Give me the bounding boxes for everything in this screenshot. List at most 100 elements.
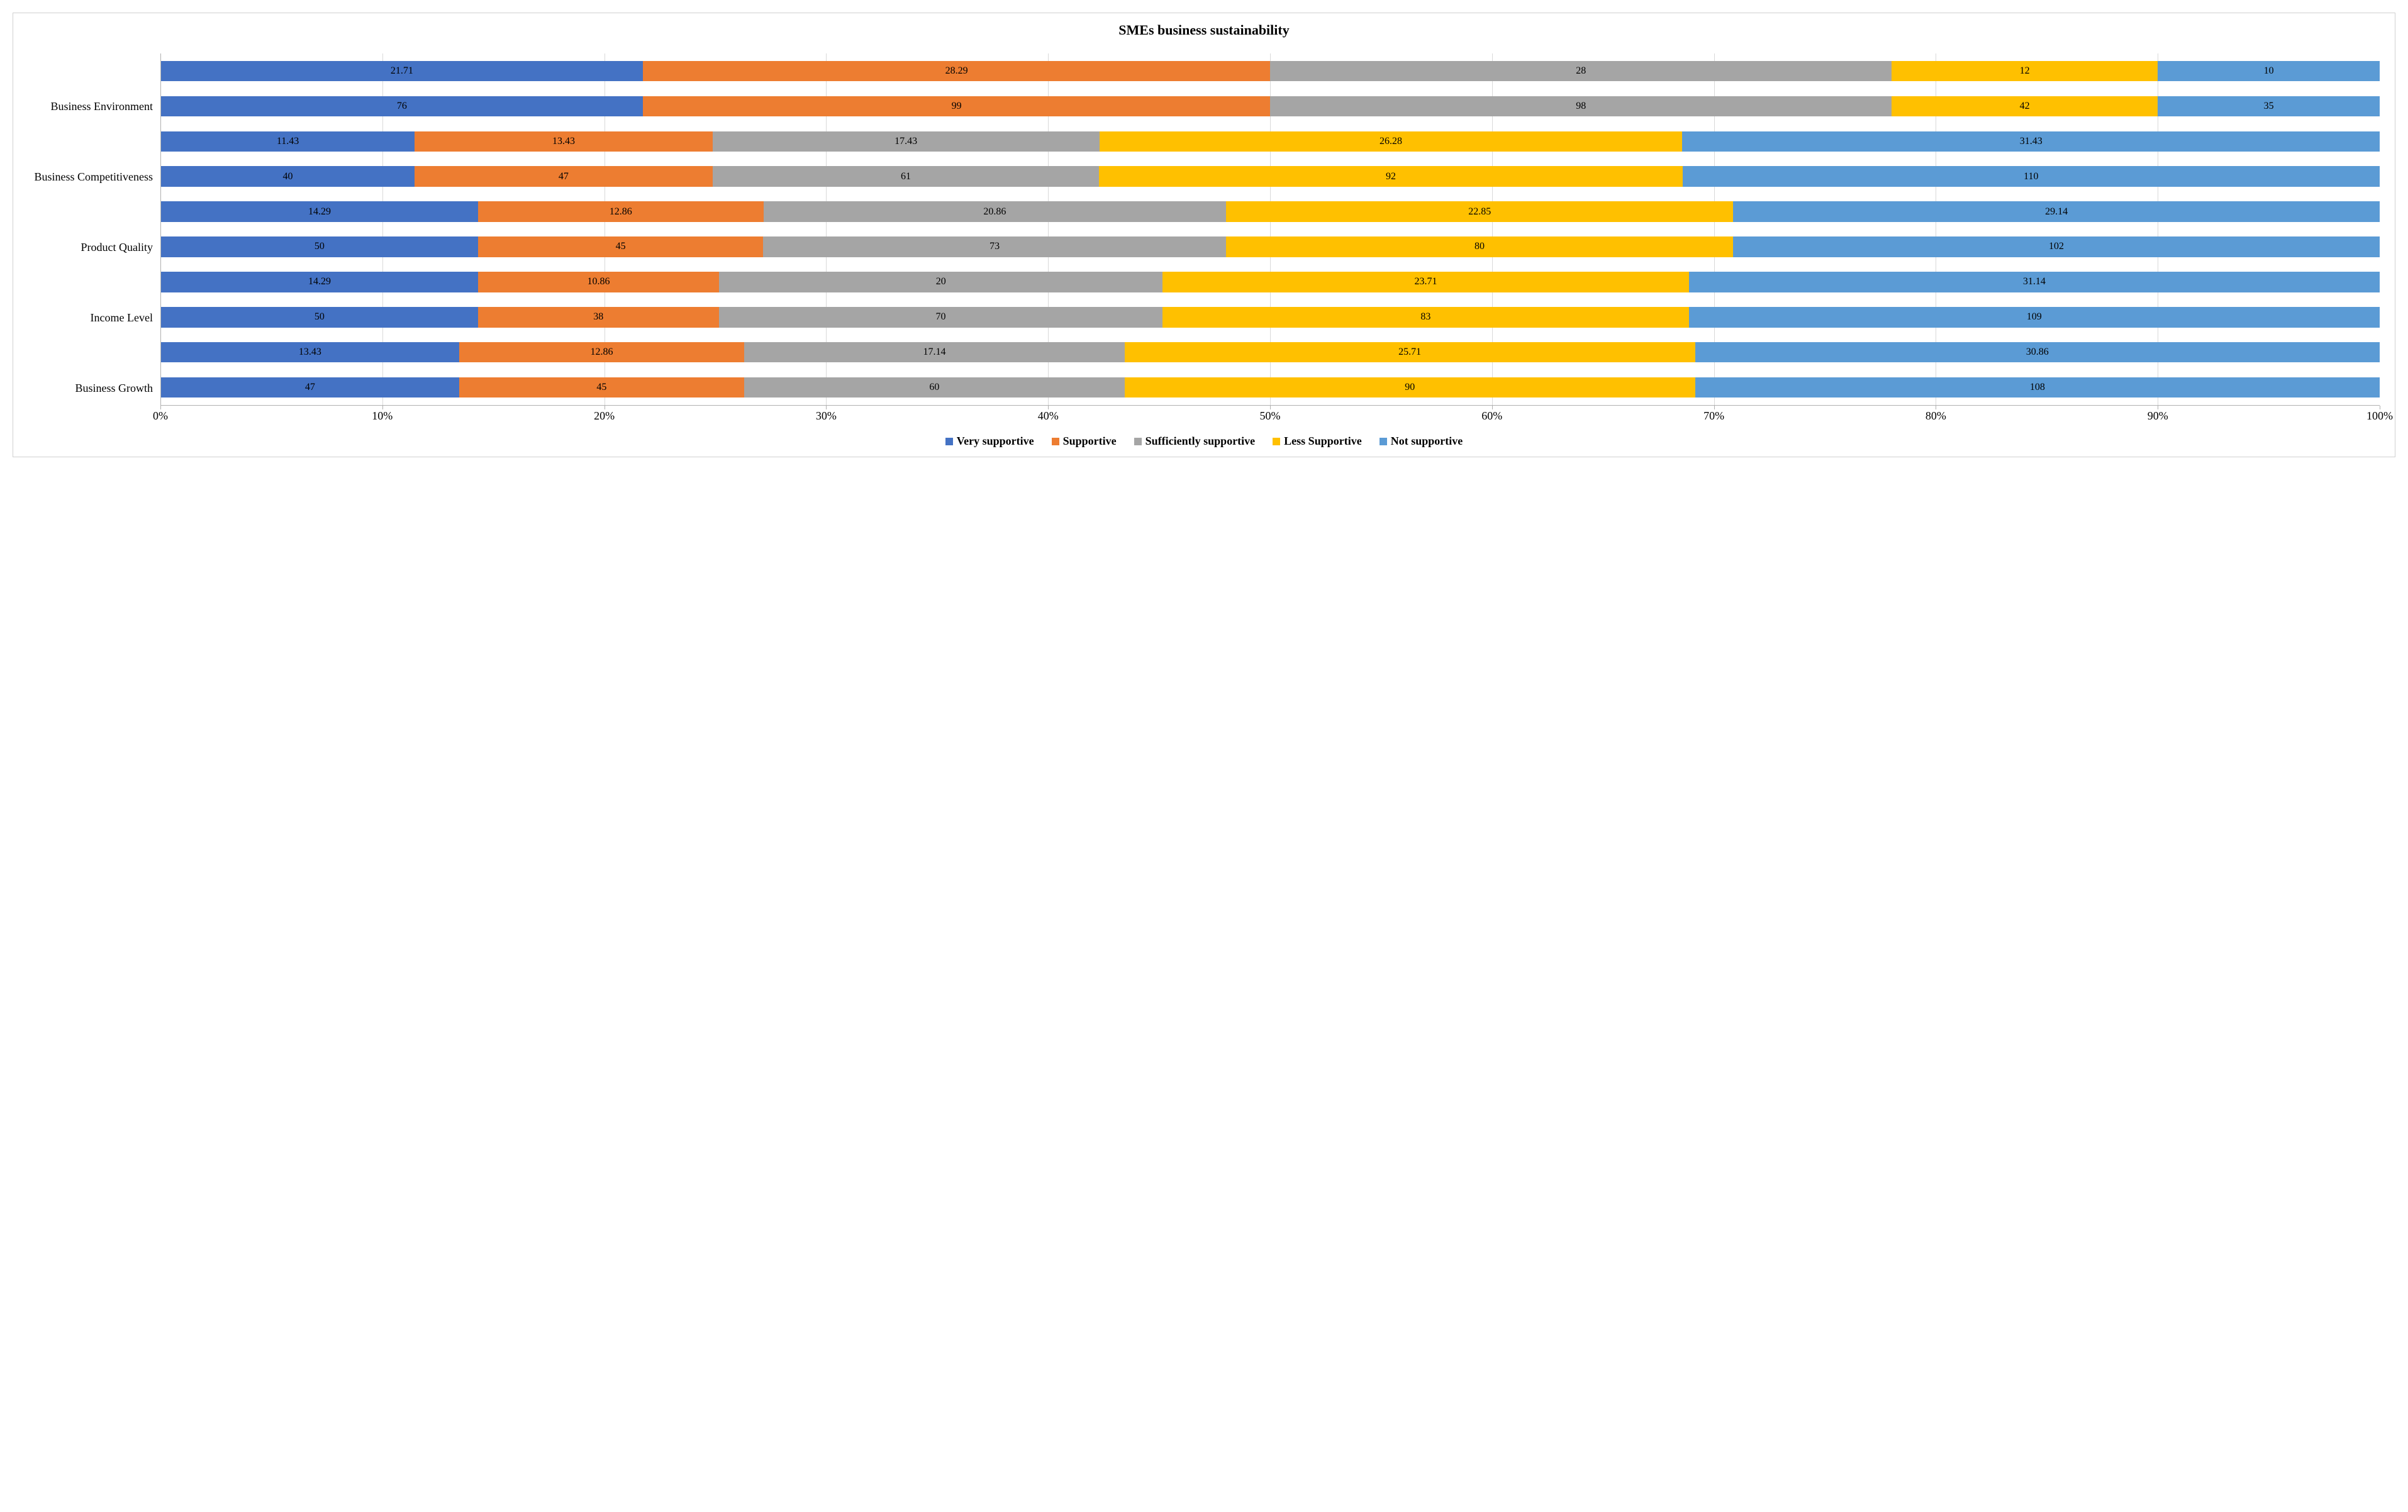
y-axis-label: Product Quality	[28, 230, 153, 265]
bar-segment-very: 21.71	[161, 61, 643, 81]
bar-segment-not: 29.14	[1733, 201, 2380, 221]
bar-segment-supp: 28.29	[643, 61, 1271, 81]
bar-segment-suff: 20	[719, 272, 1162, 292]
legend-label: Less Supportive	[1284, 435, 1362, 448]
bar-segment-less: 90	[1125, 377, 1695, 397]
legend-item-less: Less Supportive	[1273, 435, 1362, 448]
legend-item-suff: Sufficiently supportive	[1134, 435, 1256, 448]
x-tick-label: 90%	[2148, 409, 2168, 423]
bar-slot: 50457380102	[161, 230, 2380, 265]
legend-swatch-icon	[945, 438, 953, 445]
x-axis: 0%10%20%30%40%50%60%70%80%90%100%	[28, 409, 2380, 422]
y-axis-label	[28, 124, 153, 159]
bar-segment-very: 14.29	[161, 201, 478, 221]
stacked-bar: 11.4313.4317.4326.2831.43	[161, 131, 2380, 152]
bar-segment-supp: 12.86	[478, 201, 764, 221]
bar-segment-suff: 20.86	[764, 201, 1227, 221]
x-axis-ticks: 0%10%20%30%40%50%60%70%80%90%100%	[160, 409, 2380, 422]
bar-segment-less: 42	[1892, 96, 2158, 116]
bar-segment-not: 110	[1683, 166, 2380, 186]
bar-slot: 50387083109	[161, 299, 2380, 335]
bar-segment-suff: 28	[1270, 61, 1892, 81]
legend-item-very: Very supportive	[945, 435, 1034, 448]
legend-item-not: Not supportive	[1380, 435, 1463, 448]
x-tick-label: 50%	[1260, 409, 1281, 423]
bar-slot: 14.2912.8620.8622.8529.14	[161, 194, 2380, 230]
bar-slot: 14.2910.862023.7131.14	[161, 264, 2380, 299]
bar-segment-supp: 10.86	[478, 272, 719, 292]
bar-segment-suff: 17.14	[744, 342, 1125, 362]
bar-segment-less: 22.85	[1226, 201, 1733, 221]
bar-segment-supp: 47	[415, 166, 713, 186]
stacked-bar: 40476192110	[161, 166, 2380, 186]
x-tick-label: 20%	[594, 409, 615, 423]
y-axis-labels: Business Environment Business Competitive…	[28, 53, 160, 406]
bar-segment-less: 80	[1226, 236, 1733, 257]
bar-segment-very: 50	[161, 236, 478, 257]
x-tick-label: 60%	[1481, 409, 1502, 423]
bar-slot: 13.4312.8617.1425.7130.86	[161, 335, 2380, 370]
bar-segment-not: 102	[1733, 236, 2380, 257]
chart-container: SMEs business sustainability Business En…	[13, 13, 2395, 457]
legend-swatch-icon	[1380, 438, 1387, 445]
y-axis-label: Business Growth	[28, 370, 153, 406]
bar-segment-suff: 60	[744, 377, 1125, 397]
legend: Very supportive Supportive Sufficiently su…	[28, 435, 2380, 448]
x-tick-label: 10%	[372, 409, 393, 423]
bar-segment-less: 12	[1892, 61, 2158, 81]
x-tick-label: 30%	[816, 409, 837, 423]
bar-segment-supp: 38	[478, 307, 719, 327]
bar-segment-very: 11.43	[161, 131, 415, 152]
chart-title: SMEs business sustainability	[28, 22, 2380, 38]
legend-label: Not supportive	[1391, 435, 1463, 448]
stacked-bar: 14.2912.8620.8622.8529.14	[161, 201, 2380, 221]
y-axis-label: Business Environment	[28, 89, 153, 124]
stacked-bar: 7699984235	[161, 96, 2380, 116]
bar-segment-not: 35	[2158, 96, 2380, 116]
bar-segment-very: 14.29	[161, 272, 478, 292]
legend-item-supp: Supportive	[1052, 435, 1117, 448]
bar-segment-supp: 12.86	[459, 342, 745, 362]
bar-segment-supp: 13.43	[415, 131, 713, 152]
stacked-bar: 13.4312.8617.1425.7130.86	[161, 342, 2380, 362]
bar-segment-supp: 99	[643, 96, 1271, 116]
bar-segment-less: 23.71	[1162, 272, 1688, 292]
bar-segment-not: 31.43	[1682, 131, 2380, 152]
x-tick-label: 0%	[153, 409, 168, 423]
stacked-bar: 14.2910.862023.7131.14	[161, 272, 2380, 292]
bar-slot: 11.4313.4317.4326.2831.43	[161, 124, 2380, 159]
bar-segment-suff: 70	[719, 307, 1162, 327]
stacked-bar: 47456090108	[161, 377, 2380, 397]
legend-swatch-icon	[1052, 438, 1059, 445]
x-tick-label: 40%	[1038, 409, 1059, 423]
bar-segment-suff: 17.43	[713, 131, 1100, 152]
bar-segment-very: 76	[161, 96, 643, 116]
bar-segment-supp: 45	[459, 377, 744, 397]
y-axis-label: Business Competitiveness	[28, 159, 153, 194]
bar-segment-not: 10	[2158, 61, 2380, 81]
legend-swatch-icon	[1273, 438, 1280, 445]
legend-label: Very supportive	[957, 435, 1034, 448]
bar-segment-very: 40	[161, 166, 415, 186]
bar-segment-suff: 73	[763, 236, 1226, 257]
bar-segment-less: 92	[1099, 166, 1682, 186]
y-axis-label	[28, 335, 153, 370]
bar-slot: 21.7128.29281210	[161, 53, 2380, 89]
y-axis-label	[28, 265, 153, 300]
legend-swatch-icon	[1134, 438, 1142, 445]
bar-segment-very: 13.43	[161, 342, 459, 362]
x-tick-label: 70%	[1703, 409, 1724, 423]
bar-slot: 47456090108	[161, 370, 2380, 405]
bar-segment-not: 30.86	[1695, 342, 2380, 362]
legend-label: Supportive	[1063, 435, 1117, 448]
legend-label: Sufficiently supportive	[1145, 435, 1256, 448]
bar-slot: 40476192110	[161, 159, 2380, 194]
plot-area: 21.7128.29281210769998423511.4313.4317.4…	[160, 53, 2380, 406]
stacked-bar: 50387083109	[161, 307, 2380, 327]
bar-segment-very: 47	[161, 377, 459, 397]
bar-segment-supp: 45	[478, 236, 763, 257]
stacked-bar: 50457380102	[161, 236, 2380, 257]
bar-segment-not: 109	[1689, 307, 2380, 327]
y-axis-label: Income Level	[28, 300, 153, 335]
x-tick-label: 80%	[1926, 409, 1946, 423]
